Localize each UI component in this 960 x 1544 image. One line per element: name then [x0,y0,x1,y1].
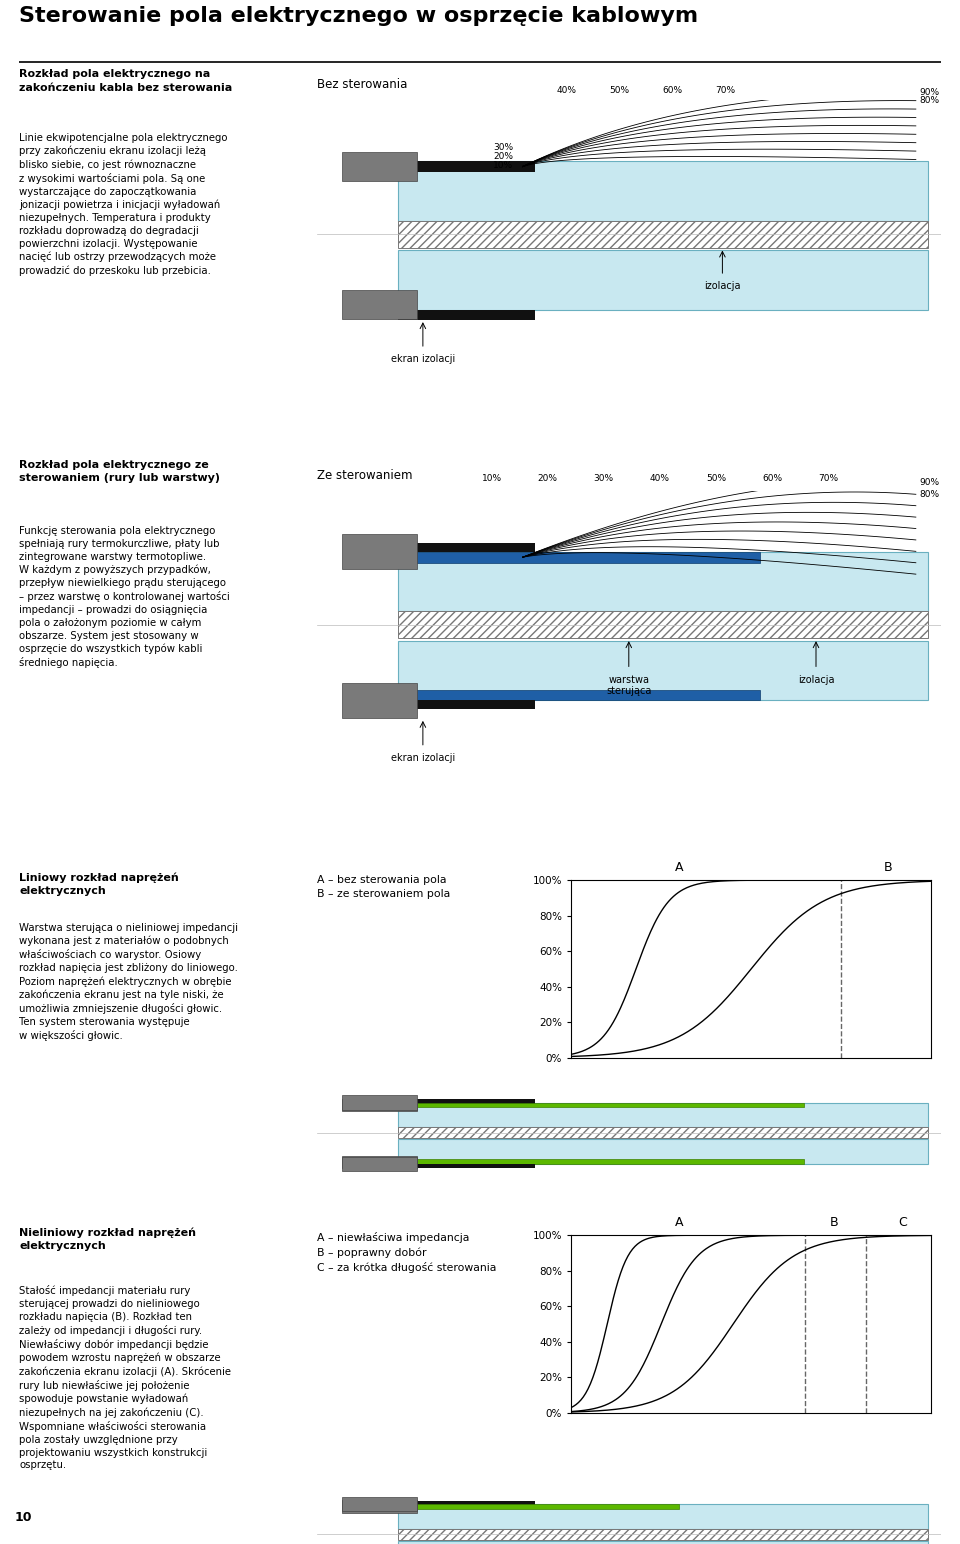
Bar [398,553,760,562]
Bar [398,1160,804,1164]
Bar [342,1501,417,1513]
Text: Liniowy rozkład naprężeń
elektrycznych: Liniowy rozkład naprężeń elektrycznych [19,872,179,896]
Text: izolacja: izolacja [798,675,834,684]
Bar [398,1529,928,1539]
Bar [398,611,928,638]
Text: A – niewłaściwa impedancja
B – poprawny dobór
C – za krótka długość sterowania: A – niewłaściwa impedancja B – poprawny … [317,1232,496,1274]
Text: C: C [898,1217,907,1229]
Bar [342,1099,417,1112]
Bar [398,161,928,221]
Bar [398,1099,536,1102]
Bar [342,682,417,718]
Text: Sterowanie pola elektrycznego w osprzęcie kablowym: Sterowanie pola elektrycznego w osprzęci… [19,6,698,26]
Text: Rozkład pola elektrycznego na
zakończeniu kabla bez sterowania: Rozkład pola elektrycznego na zakończeni… [19,69,232,93]
Text: 40%: 40% [557,86,576,94]
Text: Warstwa sterująca o nieliniowej impedancji
wykonana jest z materiałów o podobnyc: Warstwa sterująca o nieliniowej impedanc… [19,923,238,1041]
Text: 40%: 40% [650,474,670,483]
Bar [398,1102,536,1107]
Bar [398,699,536,709]
Bar [398,1504,928,1529]
Text: Funkcję sterowania pola elektrycznego
spełniają rury termokurczliwe, płaty lub
z: Funkcję sterowania pola elektrycznego sp… [19,527,230,669]
Bar [398,1139,928,1164]
Text: Ze sterowaniem: Ze sterowaniem [317,469,412,482]
Text: 50%: 50% [707,474,726,483]
Text: A – bez sterowania pola
B – ze sterowaniem pola: A – bez sterowania pola B – ze sterowani… [317,875,450,900]
Bar [398,1504,679,1508]
Bar [398,1164,536,1167]
Bar [398,250,928,310]
Text: 20%: 20% [493,151,514,161]
Text: 60%: 60% [762,474,782,483]
Text: 10%: 10% [493,161,514,170]
Text: Nieliniowy rozkład naprężeń
elektrycznych: Nieliniowy rozkład naprężeń elektrycznyc… [19,1227,196,1251]
Text: 50%: 50% [610,86,630,94]
Text: 80%: 80% [919,489,939,499]
Text: Linie ekwipotencjalne pola elektrycznego
przy zakończeniu ekranu izolacji leżą
b: Linie ekwipotencjalne pola elektrycznego… [19,133,228,276]
Text: 30%: 30% [594,474,613,483]
Text: 80%: 80% [919,96,939,105]
Bar [342,151,417,181]
Text: 70%: 70% [715,86,735,94]
Text: izolacja: izolacja [704,281,741,292]
Bar [398,1504,536,1508]
Text: Stałość impedancji materiału rury
sterującej prowadzi do nieliniowego
rozkładu n: Stałość impedancji materiału rury steruj… [19,1285,231,1470]
Text: A: A [675,862,684,874]
Bar [398,641,928,701]
Bar [398,1102,928,1127]
Text: 90%: 90% [919,479,939,488]
Bar [342,534,417,570]
Bar [342,1096,417,1110]
Bar [398,161,536,171]
Bar [398,1102,804,1107]
Text: 30%: 30% [493,144,514,153]
Text: B: B [884,862,892,874]
Text: Bez sterowania: Bez sterowania [317,79,407,91]
Bar [398,1127,928,1138]
Text: 70%: 70% [819,474,838,483]
Bar [342,290,417,320]
Bar [398,310,536,320]
Text: A: A [675,1217,684,1229]
Bar [398,551,928,611]
Bar [398,690,760,699]
Bar [398,543,536,553]
Bar [398,1501,536,1504]
Bar [342,1155,417,1167]
Text: ekran izolacji: ekran izolacji [391,354,455,364]
Text: 20%: 20% [538,474,558,483]
Bar [398,221,928,247]
Text: 10%: 10% [482,474,501,483]
Text: 60%: 60% [662,86,683,94]
Text: B: B [829,1217,838,1229]
Text: warstwa
sterująca: warstwa sterująca [606,675,652,696]
Bar [398,1541,928,1544]
Bar [398,1164,536,1169]
Text: 90%: 90% [919,88,939,97]
Bar [342,1498,417,1512]
Text: Rozkład pola elektrycznego ze
sterowaniem (rury lub warstwy): Rozkład pola elektrycznego ze sterowanie… [19,460,220,483]
Bar [342,1156,417,1170]
Text: 10: 10 [14,1512,32,1524]
Text: ekran izolacji: ekran izolacji [391,753,455,763]
